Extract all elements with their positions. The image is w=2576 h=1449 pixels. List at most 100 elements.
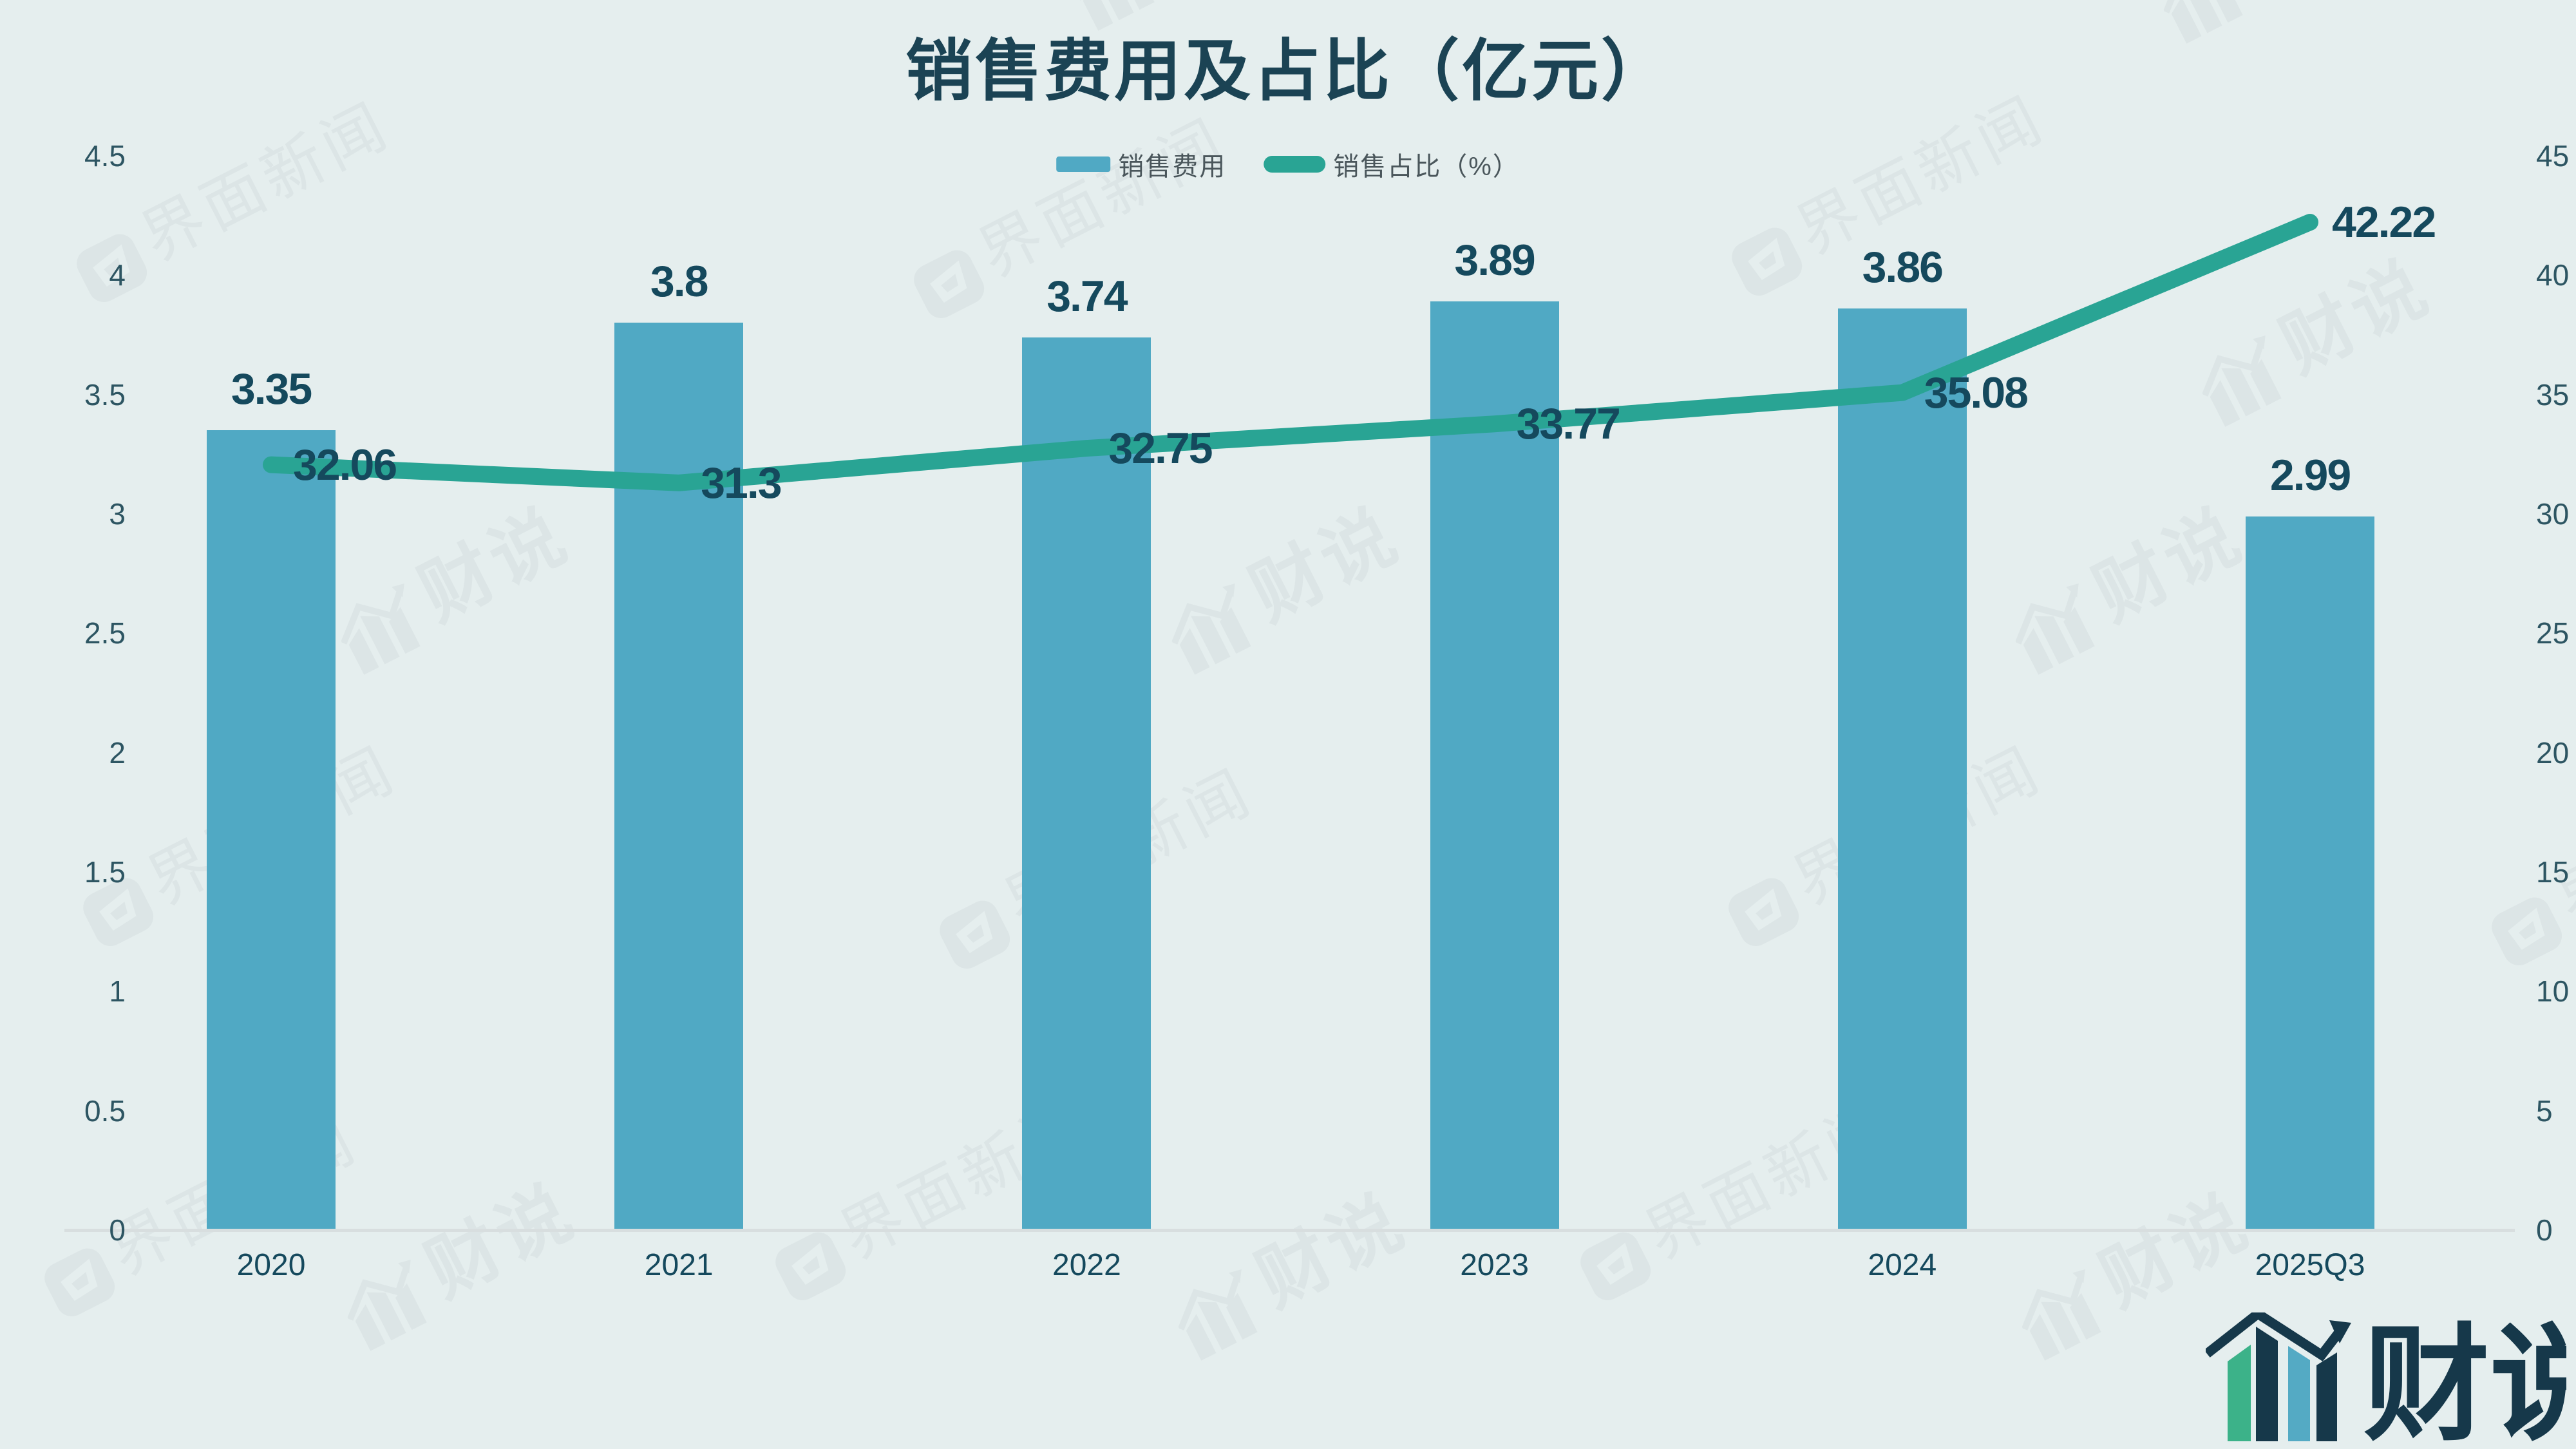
bar-2022 xyxy=(1022,337,1151,1229)
jiemian-app-icon xyxy=(2492,897,2562,966)
watermark-jiemian: 界面新闻 xyxy=(1714,729,2054,953)
legend-bar-swatch-icon xyxy=(1056,156,1111,172)
logo-blue-bar xyxy=(2288,1346,2310,1441)
watermark-jiemian: 界面新闻 xyxy=(2477,748,2576,972)
logo-roof-arrow xyxy=(2206,1312,2342,1362)
left-axis-tick: 0 xyxy=(109,1213,126,1247)
watermark-caishuo: 财说 xyxy=(326,494,582,679)
left-axis-tick: 1.5 xyxy=(84,855,126,889)
left-axis-tick: 2.5 xyxy=(84,616,126,650)
logo-text: 财说 xyxy=(2363,1314,2566,1446)
watermark-caishuo: 财说 xyxy=(2187,246,2443,431)
jiemian-app-icon xyxy=(1732,227,1803,296)
watermark-jiemian: 界面新闻 xyxy=(1717,79,2057,303)
left-axis-tick: 0.5 xyxy=(84,1094,126,1128)
bar-value-label: 3.86 xyxy=(1862,243,1944,292)
watermark-jiemian: 界面新闻 xyxy=(30,1099,370,1323)
logo-dark-bar-2 xyxy=(2316,1352,2337,1441)
watermark-caishuo: 财说 xyxy=(1060,0,1316,35)
legend-line-swatch-icon xyxy=(1264,156,1326,173)
jiemian-app-icon xyxy=(775,1232,846,1301)
caishuo-mini-logo-icon xyxy=(346,1260,427,1351)
bar-2023 xyxy=(1430,301,1559,1229)
line-value-label: 33.77 xyxy=(1516,399,1621,449)
right-axis-tick: 20 xyxy=(2536,735,2570,770)
right-axis-tick: 10 xyxy=(2536,974,2570,1009)
jiemian-app-icon xyxy=(83,878,154,947)
bar-value-label: 3.35 xyxy=(231,365,312,414)
bar-2025Q3 xyxy=(2246,516,2374,1229)
x-axis-line xyxy=(64,1229,2515,1232)
watermark-jiemian: 界面新闻 xyxy=(761,1083,1101,1307)
bar-value-label: 3.8 xyxy=(650,257,709,307)
bar-value-label: 3.74 xyxy=(1046,271,1128,321)
watermark-jiemian: 界面新闻 xyxy=(1566,1083,1906,1307)
left-axis-tick: 3.5 xyxy=(84,377,126,412)
left-axis-tick: 4 xyxy=(109,258,126,292)
jiemian-app-icon xyxy=(77,234,147,303)
watermark-jiemian: 界面新闻 xyxy=(62,85,402,309)
bar-value-label: 3.89 xyxy=(1454,236,1535,285)
x-axis-label: 2021 xyxy=(644,1248,714,1282)
right-axis-tick: 15 xyxy=(2536,855,2570,889)
x-axis-label: 2022 xyxy=(1052,1248,1121,1282)
right-axis-tick: 35 xyxy=(2536,377,2570,412)
left-axis-tick: 2 xyxy=(109,735,126,770)
watermark-jiemian: 界面新闻 xyxy=(899,101,1239,325)
caishuo-mini-logo-icon xyxy=(1171,583,1251,675)
line-value-label: 42.22 xyxy=(2332,198,2436,247)
jiemian-app-icon xyxy=(1728,878,1799,947)
legend-line-label: 销售占比（%） xyxy=(1333,153,1520,181)
line-value-label: 32.06 xyxy=(293,440,397,489)
jiemian-app-icon xyxy=(1580,1232,1651,1301)
series-line xyxy=(263,214,2318,491)
right-axis-tick: 40 xyxy=(2536,258,2570,292)
legend-item-bar: 销售费用 xyxy=(1056,146,1226,183)
right-axis-tick: 30 xyxy=(2536,497,2570,531)
left-axis-tick: 4.5 xyxy=(84,139,126,173)
caishuo-mini-logo-icon xyxy=(340,583,421,675)
x-axis-label: 2024 xyxy=(1868,1248,1937,1282)
watermark-caishuo: 财说 xyxy=(2007,1180,2263,1365)
line-value-label: 31.3 xyxy=(701,458,782,507)
bar-2024 xyxy=(1837,308,1967,1229)
legend-item-line: 销售占比（%） xyxy=(1264,146,1520,183)
caishuo-mini-logo-icon xyxy=(2163,0,2243,44)
caishuo-mini-logo-icon xyxy=(2201,336,2282,427)
watermark-jiemian: 界面新闻 xyxy=(925,752,1265,976)
logo-dark-bar-1 xyxy=(2256,1327,2278,1441)
legend-bar-label: 销售费用 xyxy=(1118,153,1227,181)
caishuo-mini-logo-icon xyxy=(1074,0,1155,31)
line-value-label: 35.08 xyxy=(1924,368,2029,417)
chart-title: 销售费用及占比（亿元） xyxy=(905,35,1671,109)
caishuo-mini-logo-icon xyxy=(1177,1269,1258,1361)
x-axis-label: 2020 xyxy=(236,1248,306,1282)
jiemian-app-icon xyxy=(44,1248,115,1317)
left-axis-tick: 3 xyxy=(109,497,126,531)
x-axis-label: 2023 xyxy=(1460,1248,1529,1282)
jiemian-app-icon xyxy=(940,900,1010,969)
watermark-caishuo: 财说 xyxy=(332,1170,589,1356)
bar-2020 xyxy=(207,430,336,1229)
watermark-caishuo: 财说 xyxy=(2148,0,2405,48)
x-axis-label: 2025Q3 xyxy=(2255,1248,2365,1282)
watermark-caishuo: 财说 xyxy=(2000,494,2257,679)
logo-green-bar xyxy=(2228,1345,2251,1441)
left-axis-tick: 1 xyxy=(109,974,126,1009)
watermark-caishuo: 财说 xyxy=(1163,1180,1419,1365)
right-axis-tick: 5 xyxy=(2536,1094,2553,1128)
logo-arrowhead-icon xyxy=(2329,1320,2351,1343)
line-value-label: 32.75 xyxy=(1108,424,1213,473)
caishuo-mini-logo-icon xyxy=(2021,1269,2101,1361)
legend: 销售费用 销售占比（%） xyxy=(1056,146,1520,183)
right-axis-tick: 25 xyxy=(2536,616,2570,650)
bar-value-label: 2.99 xyxy=(2269,450,2351,500)
right-axis-tick: 45 xyxy=(2536,139,2570,173)
caishuo-mini-logo-icon xyxy=(2014,583,2095,675)
jiemian-app-icon xyxy=(914,250,985,319)
caishuo-logo: 财说 xyxy=(2206,1312,2566,1446)
right-axis-tick: 0 xyxy=(2536,1213,2553,1247)
